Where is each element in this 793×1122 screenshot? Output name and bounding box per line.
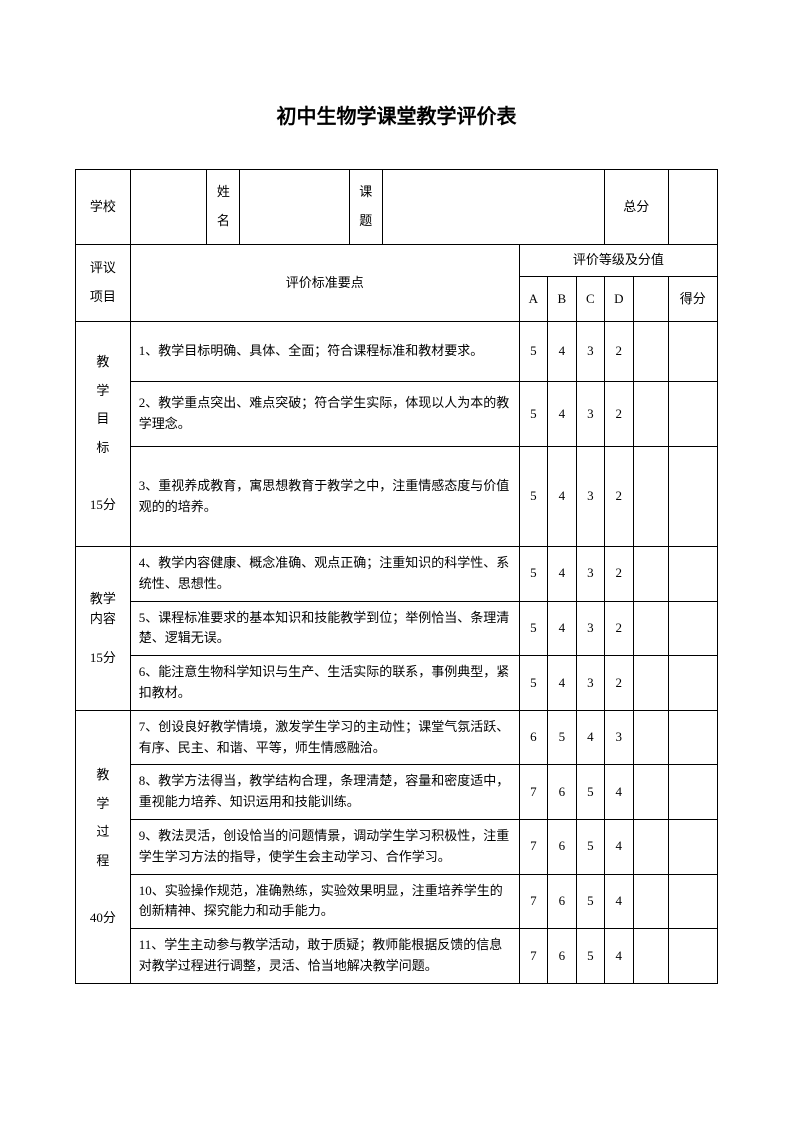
blank-col-header: [633, 277, 668, 322]
score-blank[interactable]: [633, 929, 668, 984]
score-b: 4: [548, 322, 576, 382]
score-blank[interactable]: [633, 447, 668, 547]
score-field[interactable]: [668, 710, 717, 765]
score-d: 2: [605, 382, 633, 447]
score-a: 7: [519, 819, 547, 874]
score-field[interactable]: [668, 874, 717, 929]
criteria-text: 4、教学内容健康、概念准确、观点正确；注重知识的科学性、系统性、思想性。: [130, 547, 519, 602]
name-field[interactable]: [240, 170, 350, 245]
topic-label: 课题: [349, 170, 382, 245]
score-blank[interactable]: [633, 322, 668, 382]
grade-header: 评价等级及分值: [519, 245, 717, 277]
score-field[interactable]: [668, 656, 717, 711]
score-b: 5: [548, 710, 576, 765]
score-blank[interactable]: [633, 819, 668, 874]
score-a: 7: [519, 874, 547, 929]
name-label: 姓名: [207, 170, 240, 245]
score-b: 4: [548, 547, 576, 602]
section-label: 教学内容 15分: [76, 547, 131, 711]
score-blank[interactable]: [633, 547, 668, 602]
score-c: 3: [576, 656, 604, 711]
score-c: 3: [576, 447, 604, 547]
score-c: 3: [576, 322, 604, 382]
score-field[interactable]: [668, 322, 717, 382]
score-b: 4: [548, 382, 576, 447]
score-field[interactable]: [668, 382, 717, 447]
school-label: 学校: [76, 170, 131, 245]
criteria-text: 9、教法灵活，创设恰当的问题情景，调动学生学习积极性，注重学生学习方法的指导，使…: [130, 819, 519, 874]
score-blank[interactable]: [633, 656, 668, 711]
score-d: 4: [605, 765, 633, 820]
section-label: 教学目标 15分: [76, 322, 131, 547]
total-label: 总分: [605, 170, 669, 245]
score-a: 5: [519, 322, 547, 382]
school-field[interactable]: [130, 170, 207, 245]
score-c: 5: [576, 819, 604, 874]
criteria-text: 5、课程标准要求的基本知识和技能教学到位；举例恰当、条理清楚、逻辑无误。: [130, 601, 519, 656]
score-b: 4: [548, 447, 576, 547]
page-title: 初中生物学课堂教学评价表: [75, 100, 718, 129]
criteria-text: 1、教学目标明确、具体、全面；符合课程标准和教材要求。: [130, 322, 519, 382]
score-blank[interactable]: [633, 382, 668, 447]
total-field[interactable]: [668, 170, 717, 245]
score-b: 4: [548, 601, 576, 656]
score-blank[interactable]: [633, 874, 668, 929]
score-d: 2: [605, 601, 633, 656]
col-d-header: D: [605, 277, 633, 322]
score-c: 5: [576, 929, 604, 984]
col-a-header: A: [519, 277, 547, 322]
score-d: 2: [605, 322, 633, 382]
criteria-text: 6、能注意生物科学知识与生产、生活实际的联系，事例典型，紧扣教材。: [130, 656, 519, 711]
score-field[interactable]: [668, 765, 717, 820]
topic-field[interactable]: [382, 170, 604, 245]
score-d: 2: [605, 447, 633, 547]
score-d: 4: [605, 929, 633, 984]
score-a: 5: [519, 547, 547, 602]
score-field[interactable]: [668, 447, 717, 547]
criteria-text: 7、创设良好教学情境，激发学生学习的主动性；课堂气氛活跃、有序、民主、和谐、平等…: [130, 710, 519, 765]
evaluation-table: 学校 姓名 课题 总分 评议项目 评价标准要点 评价等级及分值 A B C D …: [75, 169, 718, 984]
score-field[interactable]: [668, 547, 717, 602]
score-c: 3: [576, 382, 604, 447]
criteria-text: 2、教学重点突出、难点突破；符合学生实际，体现以人为本的教学理念。: [130, 382, 519, 447]
score-blank[interactable]: [633, 601, 668, 656]
criteria-text: 8、教学方法得当，教学结构合理，条理清楚，容量和密度适中，重视能力培养、知识运用…: [130, 765, 519, 820]
score-a: 7: [519, 929, 547, 984]
score-b: 6: [548, 765, 576, 820]
score-field[interactable]: [668, 929, 717, 984]
score-b: 6: [548, 819, 576, 874]
score-blank[interactable]: [633, 710, 668, 765]
col-b-header: B: [548, 277, 576, 322]
score-a: 6: [519, 710, 547, 765]
score-a: 5: [519, 382, 547, 447]
score-a: 7: [519, 765, 547, 820]
criteria-text: 3、重视养成教育，寓思想教育于教学之中，注重情感态度与价值观的的培养。: [130, 447, 519, 547]
score-a: 5: [519, 601, 547, 656]
score-b: 6: [548, 929, 576, 984]
score-c: 5: [576, 765, 604, 820]
score-c: 4: [576, 710, 604, 765]
category-header: 评议项目: [76, 245, 131, 322]
criteria-header: 评价标准要点: [130, 245, 519, 322]
score-c: 5: [576, 874, 604, 929]
score-c: 3: [576, 547, 604, 602]
score-d: 2: [605, 547, 633, 602]
score-c: 3: [576, 601, 604, 656]
score-a: 5: [519, 447, 547, 547]
score-a: 5: [519, 656, 547, 711]
score-header: 得分: [668, 277, 717, 322]
criteria-text: 11、学生主动参与教学活动，敢于质疑；教师能根据反馈的信息对教学过程进行调整，灵…: [130, 929, 519, 984]
score-d: 4: [605, 819, 633, 874]
col-c-header: C: [576, 277, 604, 322]
score-d: 2: [605, 656, 633, 711]
score-field[interactable]: [668, 601, 717, 656]
score-b: 6: [548, 874, 576, 929]
score-d: 4: [605, 874, 633, 929]
score-field[interactable]: [668, 819, 717, 874]
section-label: 教学过程 40分: [76, 710, 131, 983]
score-d: 3: [605, 710, 633, 765]
score-blank[interactable]: [633, 765, 668, 820]
score-b: 4: [548, 656, 576, 711]
criteria-text: 10、实验操作规范，准确熟练，实验效果明显，注重培养学生的创新精神、探究能力和动…: [130, 874, 519, 929]
